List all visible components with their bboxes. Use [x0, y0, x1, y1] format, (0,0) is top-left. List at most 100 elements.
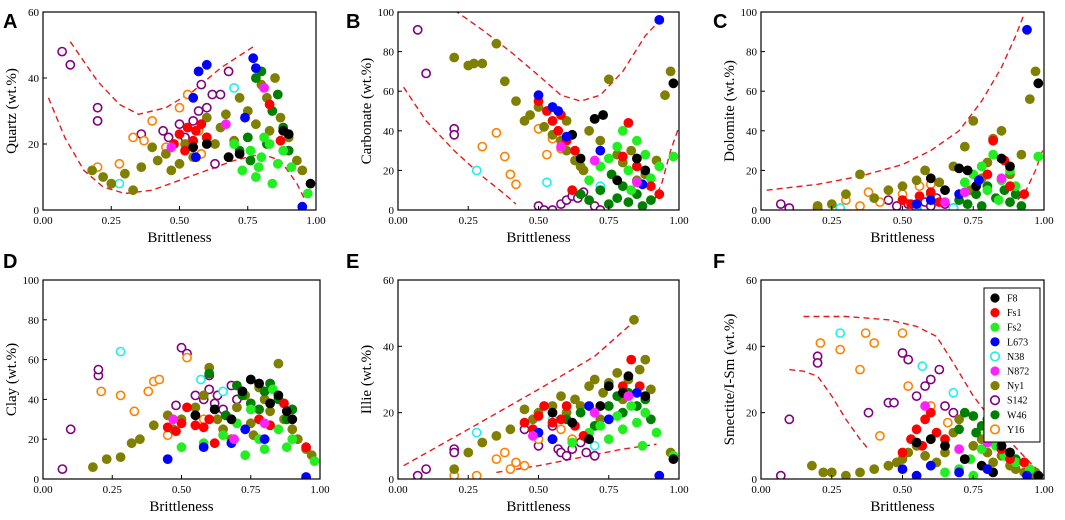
data-point-ny1: [883, 460, 894, 471]
data-point-l673: [974, 175, 984, 186]
data-point-ny1: [595, 135, 606, 146]
data-point-w46: [584, 195, 594, 205]
y-tick-label: 20: [28, 139, 40, 151]
panel-label: E: [346, 251, 359, 273]
data-point-l673: [584, 401, 594, 411]
data-point-f8: [287, 414, 298, 425]
data-point-s142: [193, 106, 204, 116]
data-point-s142: [589, 450, 600, 461]
data-point-s142: [934, 364, 945, 375]
data-point-ny1: [646, 384, 656, 395]
data-point-fs1: [162, 422, 173, 433]
data-point-w46: [575, 407, 586, 418]
data-point-y16: [519, 460, 530, 471]
data-point-n38: [589, 440, 600, 451]
envelope-line: [47, 97, 306, 201]
data-point-ny1: [234, 92, 245, 103]
data-point-ny1: [883, 185, 894, 196]
x-tick-label: 0.25: [459, 484, 479, 496]
data-point-f8: [245, 374, 256, 385]
x-tick-label: 0.00: [751, 484, 771, 496]
data-point-ny1: [210, 139, 220, 149]
data-point-fs2: [959, 177, 970, 188]
data-point-s142: [940, 401, 950, 411]
data-point-fs2: [256, 152, 267, 163]
data-point-l673: [553, 106, 564, 116]
data-point-fs1: [1019, 457, 1030, 468]
data-point-f8: [925, 434, 936, 445]
data-point-f8: [273, 390, 284, 401]
data-point-ny1: [491, 38, 502, 49]
data-point-y16: [505, 169, 516, 180]
data-point-s142: [863, 407, 874, 418]
envelope-line: [403, 315, 641, 467]
envelope-line: [766, 13, 1025, 191]
data-point-ny1: [603, 74, 614, 85]
data-point-w46: [971, 427, 981, 438]
data-point-ny1: [920, 165, 930, 176]
panel-label: D: [3, 251, 17, 273]
y-tick-label: 20: [383, 165, 395, 177]
x-axis-title: Brittleness: [506, 499, 570, 515]
data-point-fs2: [273, 424, 284, 435]
data-point-l673: [297, 201, 308, 210]
data-point-s142: [57, 46, 67, 57]
plot-area: [766, 13, 1044, 210]
data-point-w46: [1005, 197, 1015, 207]
data-point-fs1: [182, 402, 192, 413]
data-point-s142: [171, 400, 181, 411]
data-point-f8: [283, 129, 294, 139]
legend-item: L673: [990, 337, 1028, 348]
data-point-ny1: [665, 66, 676, 77]
data-point-s142: [903, 354, 914, 365]
data-point-ny1: [220, 109, 231, 120]
data-point-s142: [201, 102, 212, 113]
data-point-ny1: [660, 90, 670, 101]
legend-item: N872: [990, 366, 1029, 378]
x-tick-label: 1.00: [306, 215, 326, 227]
data-point-l673: [198, 442, 209, 453]
data-point-l673: [240, 112, 250, 123]
data-point-s142: [948, 407, 959, 418]
data-point-ny1: [287, 424, 298, 435]
data-point-ny1: [539, 121, 549, 132]
data-point-l673: [533, 90, 544, 101]
legend-item: Ny1: [990, 381, 1024, 392]
data-point-ny1: [598, 387, 608, 398]
data-point-s142: [412, 470, 423, 479]
data-point-ny1: [148, 420, 159, 431]
data-point-s142: [581, 447, 592, 458]
data-point-l673: [250, 63, 261, 73]
data-point-fs1: [180, 145, 190, 156]
data-point-ny1: [968, 116, 979, 126]
data-point-fs1: [1019, 189, 1030, 200]
data-point-y16: [147, 116, 158, 126]
data-point-n38: [948, 387, 959, 398]
data-point-ny1: [198, 390, 209, 401]
legend-marker: [989, 351, 1001, 362]
data-point-ny1: [954, 414, 964, 425]
data-point-w46: [242, 132, 253, 143]
data-point-w46: [637, 201, 648, 210]
legend-label: S142: [1007, 396, 1028, 407]
data-point-n38: [115, 346, 126, 357]
data-point-l673: [595, 145, 606, 156]
y-tick-label: 0: [34, 205, 40, 217]
data-point-s142: [412, 24, 423, 35]
x-tick-label: 1.00: [1034, 215, 1054, 227]
data-point-fs2: [976, 444, 987, 454]
x-tick-label: 0.50: [172, 484, 192, 496]
data-point-ny1: [273, 358, 284, 369]
legend-item: S142: [989, 395, 1028, 407]
y-tick-label: 20: [383, 408, 395, 420]
data-point-s142: [889, 397, 899, 408]
data-point-ny1: [556, 391, 566, 401]
data-point-y16: [869, 338, 880, 348]
data-point-s142: [210, 158, 220, 169]
data-point-y16: [542, 149, 552, 160]
data-point-ny1: [201, 112, 212, 123]
data-point-fs1: [626, 354, 637, 365]
data-point-s142: [449, 129, 460, 140]
x-tick-label: 0.25: [102, 215, 122, 227]
data-point-f8: [940, 440, 950, 451]
